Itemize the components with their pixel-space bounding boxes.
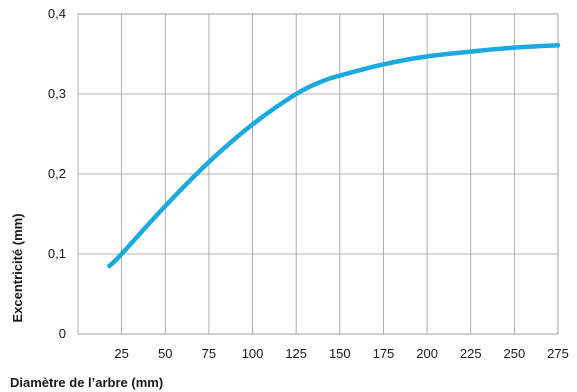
x-tick-label: 175 bbox=[373, 346, 395, 361]
y-axis-title: Excentricité (mm) bbox=[10, 213, 25, 322]
x-tick-label: 200 bbox=[416, 346, 438, 361]
x-axis-ticks: 25 50 75 100 125 150 175 200 225 250 275 bbox=[114, 346, 568, 361]
y-tick-label: 0,1 bbox=[48, 246, 66, 261]
x-tick-label: 125 bbox=[285, 346, 307, 361]
y-axis-ticks: 0 0,1 0,2 0,3 0,4 bbox=[48, 6, 66, 341]
x-tick-label: 225 bbox=[460, 346, 482, 361]
x-axis-title: Diamètre de l’arbre (mm) bbox=[10, 375, 163, 390]
series-layer bbox=[107, 42, 561, 269]
x-tick-label: 250 bbox=[504, 346, 526, 361]
series-line-0 bbox=[107, 42, 561, 269]
x-tick-label: 25 bbox=[114, 346, 128, 361]
x-tick-label: 75 bbox=[202, 346, 216, 361]
plot-frame bbox=[77, 13, 559, 335]
x-tick-label: 150 bbox=[329, 346, 351, 361]
x-tick-label: 50 bbox=[158, 346, 172, 361]
x-tick-label: 100 bbox=[242, 346, 264, 361]
grid-lines bbox=[78, 13, 559, 335]
y-tick-label: 0 bbox=[59, 326, 66, 341]
x-tick-label: 275 bbox=[547, 346, 569, 361]
y-tick-label: 0,3 bbox=[48, 86, 66, 101]
y-tick-label: 0,2 bbox=[48, 166, 66, 181]
y-tick-label: 0,4 bbox=[48, 6, 66, 21]
